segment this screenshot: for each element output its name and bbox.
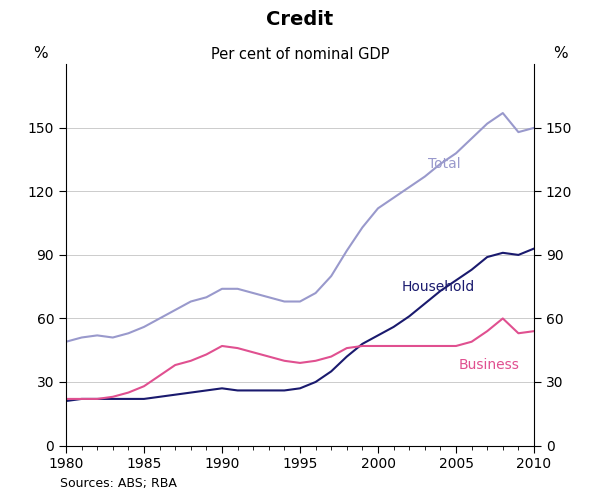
Text: Credit: Credit (266, 10, 334, 29)
Title: Per cent of nominal GDP: Per cent of nominal GDP (211, 47, 389, 62)
Text: %: % (553, 46, 568, 60)
Text: %: % (33, 46, 48, 60)
Text: Household: Household (401, 280, 475, 294)
Text: Business: Business (459, 358, 520, 372)
Text: Sources: ABS; RBA: Sources: ABS; RBA (60, 477, 177, 490)
Text: Total: Total (428, 157, 461, 171)
